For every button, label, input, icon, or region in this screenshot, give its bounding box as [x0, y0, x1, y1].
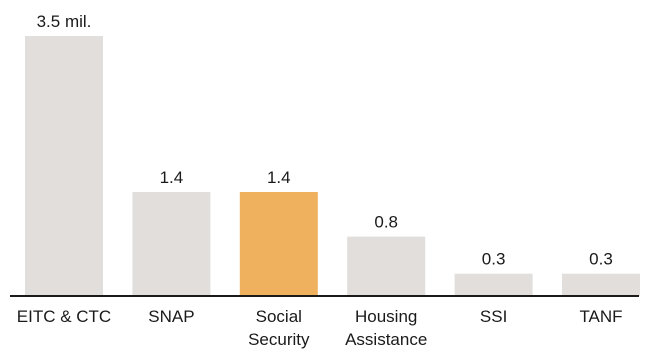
data-label: 0.8: [374, 213, 398, 232]
data-label: 0.3: [589, 250, 613, 269]
category-label: Housing Assistance: [345, 307, 427, 349]
category-label: SNAP: [148, 307, 194, 326]
category-label-line: SSI: [480, 307, 507, 326]
bar: [347, 236, 426, 296]
data-label: 0.3: [482, 250, 506, 269]
bar: [562, 273, 640, 296]
category-label-line: Assistance: [345, 330, 427, 349]
category-label-line: Social: [256, 307, 302, 326]
data-label: 1.4: [160, 168, 184, 187]
category-label-line: EITC & CTC: [17, 307, 111, 326]
category-label: EITC & CTC: [17, 307, 111, 326]
data-label: 3.5 mil.: [37, 12, 92, 31]
data-label: 1.4: [267, 168, 291, 187]
bar: [239, 192, 318, 296]
bar: [454, 273, 533, 296]
bars: [25, 36, 640, 296]
category-label-line: SNAP: [148, 307, 194, 326]
bar: [132, 192, 211, 296]
category-label: Social Security: [248, 307, 310, 349]
category-labels: EITC & CTC SNAP Social Security Housing Assis…: [17, 307, 623, 349]
category-label: SSI: [480, 307, 507, 326]
bar: [25, 36, 103, 296]
category-label-line: TANF: [579, 307, 622, 326]
category-label-line: Housing: [355, 307, 417, 326]
category-label: TANF: [579, 307, 622, 326]
category-label-line: Security: [248, 330, 310, 349]
value-labels: 3.5 mil. 1.4 1.4 0.8 0.3 0.3: [37, 12, 613, 269]
